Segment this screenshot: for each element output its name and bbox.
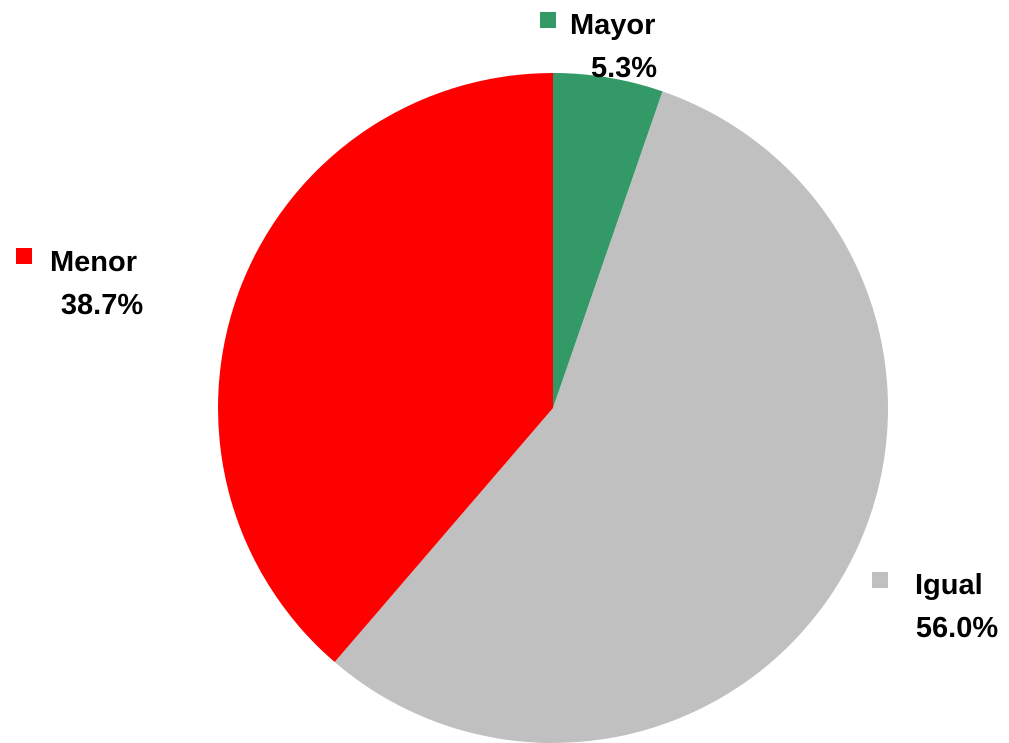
legend-key-mayor: [540, 12, 556, 28]
slice-label-mayor: Mayor 5.3%: [540, 9, 657, 84]
pie-slices: [218, 73, 889, 743]
slice-percent-mayor: 5.3%: [591, 52, 657, 84]
slice-percent-menor: 38.7%: [61, 289, 143, 321]
slice-percent-igual: 56.0%: [916, 612, 998, 644]
pie-labels: Mayor 5.3% Igual 56.0% Menor 38.7%: [16, 9, 998, 644]
slice-label-igual: Igual 56.0%: [872, 569, 998, 644]
slice-name-menor: Menor: [50, 246, 137, 278]
slice-label-menor: Menor 38.7%: [16, 246, 143, 321]
legend-key-menor: [16, 248, 32, 264]
pie-slice-menor: [218, 73, 553, 663]
pie-slice-igual: [334, 91, 889, 743]
pie-slice-mayor: [553, 73, 663, 408]
slice-name-igual: Igual: [915, 569, 983, 601]
slice-name-mayor: Mayor: [570, 9, 655, 41]
legend-key-igual: [872, 572, 888, 588]
